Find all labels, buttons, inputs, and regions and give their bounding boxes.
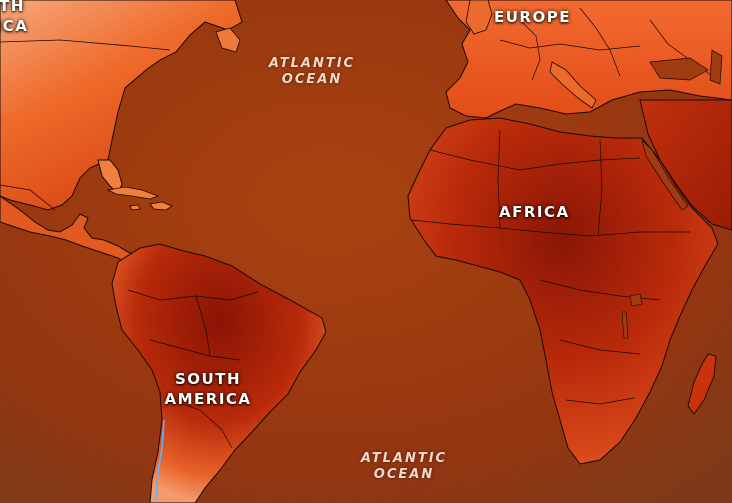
africa-border-7 [565,397,635,405]
newfoundland-island [215,27,241,53]
jamaica-island [129,204,141,211]
africa-border-6 [559,339,641,355]
atlantic-ocean-south-line2: OCEAN [373,467,435,482]
atlantic-ocean-south-line1: ATLANTIC [360,451,448,466]
africa-landmass [407,117,719,465]
africa-label: AFRICA [499,203,570,221]
us-mexico-border [0,184,56,211]
red-sea [641,138,689,211]
madagascar-island [687,353,717,415]
europe-border-1 [499,39,641,51]
europe-border-3 [579,7,621,77]
cuba-island [106,186,160,200]
sa-border-4 [195,295,211,357]
atlantic-ocean-north-label: ATLANTIC OCEAN [266,56,358,88]
north-america-landmass [0,0,243,211]
lake-victoria [629,293,643,307]
lake-tanganyika [621,311,629,339]
italy-peninsula [549,61,597,109]
atlantic-ocean-south-label: ATLANTIC OCEAN [358,451,450,483]
europe-border-2 [519,19,541,81]
atlantic-ocean-north-line2: OCEAN [281,72,343,87]
uk-island [465,0,493,35]
africa-border-4 [597,139,603,237]
south-america-label-line1: SOUTH [174,370,242,388]
sa-border-2 [149,339,241,361]
us-canada-border [0,39,171,51]
north-america-label-line2: ICA [0,17,29,35]
black-sea [649,57,709,81]
middle-east-landmass [639,99,732,231]
north-america-label-line1: TH [0,0,25,15]
africa-border-2 [411,219,690,237]
south-america-label: SOUTH AMERICA [160,369,256,409]
europe-landmass [445,0,732,119]
sa-border-3 [169,399,233,449]
south-america-landmass [111,243,327,503]
caspian-sea [709,49,723,85]
africa-border-3 [497,129,501,229]
hispaniola-island [149,201,173,211]
africa-border-1 [429,149,641,171]
south-america-label-line2: AMERICA [164,390,252,408]
europe-label: EUROPE [494,8,571,26]
atlantic-ocean-north-line1: ATLANTIC [268,56,356,71]
river-line [155,419,165,501]
north-america-label: TH ICA [0,0,32,36]
